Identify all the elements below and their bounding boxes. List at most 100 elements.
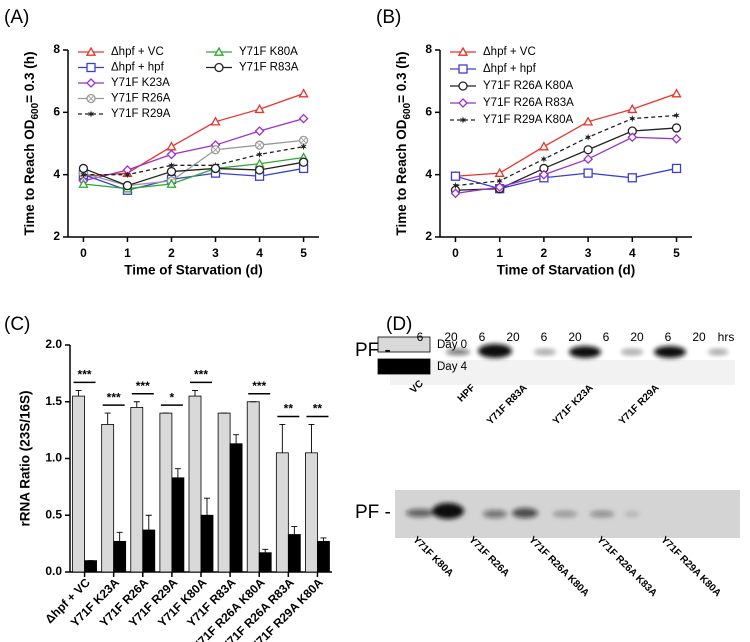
significance-label: ** (313, 402, 323, 416)
bar (188, 395, 202, 573)
band (621, 349, 643, 355)
lane-label: Y71F R26A K80A (526, 535, 591, 600)
marker (538, 169, 549, 180)
legend-label: Y71F R26A (111, 93, 171, 105)
marker (166, 141, 177, 151)
marker (213, 46, 225, 56)
error-bar (116, 531, 123, 542)
lane-time: 20 (444, 330, 458, 344)
series-line (83, 117, 304, 182)
bar (84, 560, 97, 573)
panel-label: (B) (376, 7, 401, 28)
bar (217, 412, 231, 573)
marker (254, 126, 265, 136)
marker (459, 116, 467, 124)
marker (166, 178, 177, 188)
marker (583, 116, 594, 126)
marker (496, 177, 503, 185)
bar (258, 552, 272, 573)
band (590, 511, 614, 517)
series-line (83, 93, 304, 177)
significance-label: *** (252, 379, 266, 393)
bar (159, 412, 173, 573)
x-tick-label: 3 (212, 246, 219, 260)
marker (450, 171, 461, 181)
x-tick-label: 4 (256, 246, 263, 260)
panel-label: (D) (386, 314, 412, 335)
marker (494, 182, 505, 193)
error-bar (279, 424, 286, 453)
error-bar (145, 514, 152, 531)
error-bar (104, 412, 111, 425)
legend-label: Y71F R26A K80A (483, 80, 573, 92)
marker (86, 78, 96, 88)
x-tick-label: 2 (541, 246, 548, 260)
marker (300, 143, 307, 151)
y-axis-label: Time to Reach OD600= 0.3 (h) (394, 51, 414, 235)
y-tick-label: 6 (53, 105, 60, 119)
marker (254, 165, 265, 175)
marker (85, 46, 97, 56)
marker (80, 171, 87, 179)
y-axis-label: Time to Reach OD600= 0.3 (h) (22, 51, 42, 235)
panel-label: (A) (4, 7, 29, 28)
error-bar (291, 526, 298, 535)
marker (540, 155, 548, 163)
y-tick-label: 2 (425, 229, 432, 243)
legend-label: Δhpf + VC (111, 46, 164, 58)
marker (78, 178, 89, 188)
y-axis-label-part: Time to Reach OD (394, 119, 409, 235)
y-tick-label: 0.0 (45, 564, 62, 578)
series-line (83, 139, 304, 187)
marker (450, 188, 461, 199)
x-axis-label: Time of Starvation (d) (497, 263, 636, 278)
error-bar (192, 389, 198, 397)
bar (200, 514, 214, 573)
marker (122, 180, 133, 191)
bar (171, 477, 185, 573)
y-tick-label: 4 (53, 167, 60, 181)
marker (629, 114, 636, 123)
lane-time: 6 (603, 330, 610, 344)
lane-time: 6 (479, 330, 486, 344)
series-line (83, 145, 304, 176)
band (512, 508, 538, 518)
error-bar (320, 537, 327, 542)
marker (457, 46, 469, 56)
significance-label: *** (78, 368, 92, 382)
band (406, 509, 434, 517)
error-bar (308, 424, 315, 453)
legend-label: Y71F R83A (239, 62, 299, 74)
legend-label: Day 4 (437, 361, 468, 373)
series-line (83, 156, 304, 190)
x-tick-label: 2 (168, 246, 175, 260)
series-line (455, 136, 677, 195)
marker (166, 149, 177, 160)
significance-label: *** (194, 368, 208, 382)
legend-label: Y71F R29A (111, 108, 171, 120)
lane-time: 6 (665, 330, 672, 344)
band (553, 511, 577, 517)
series-line (455, 93, 677, 177)
lane-time: 6 (417, 330, 424, 344)
lane-time: 20 (506, 330, 520, 344)
error-bar (204, 497, 210, 516)
marker (298, 88, 309, 98)
bar (246, 401, 260, 573)
lane-label: Y71F R26A K83A (594, 535, 659, 600)
y-axis-label-part: = 0.3 (h) (22, 51, 37, 102)
band (708, 349, 728, 355)
lane-label: Y71F R83A (485, 383, 530, 428)
bar (72, 395, 85, 573)
marker (458, 81, 468, 91)
bar (275, 452, 289, 573)
x-tick-label: 0 (80, 246, 87, 260)
y-axis-label: rRNA Ratio (23S/16S) (18, 390, 33, 526)
marker (584, 133, 592, 141)
lane-label: Y71F R29A K80A (658, 535, 723, 600)
marker (627, 132, 638, 143)
legend-label: Day 0 (437, 339, 467, 351)
marker (458, 98, 468, 108)
band (654, 346, 686, 358)
